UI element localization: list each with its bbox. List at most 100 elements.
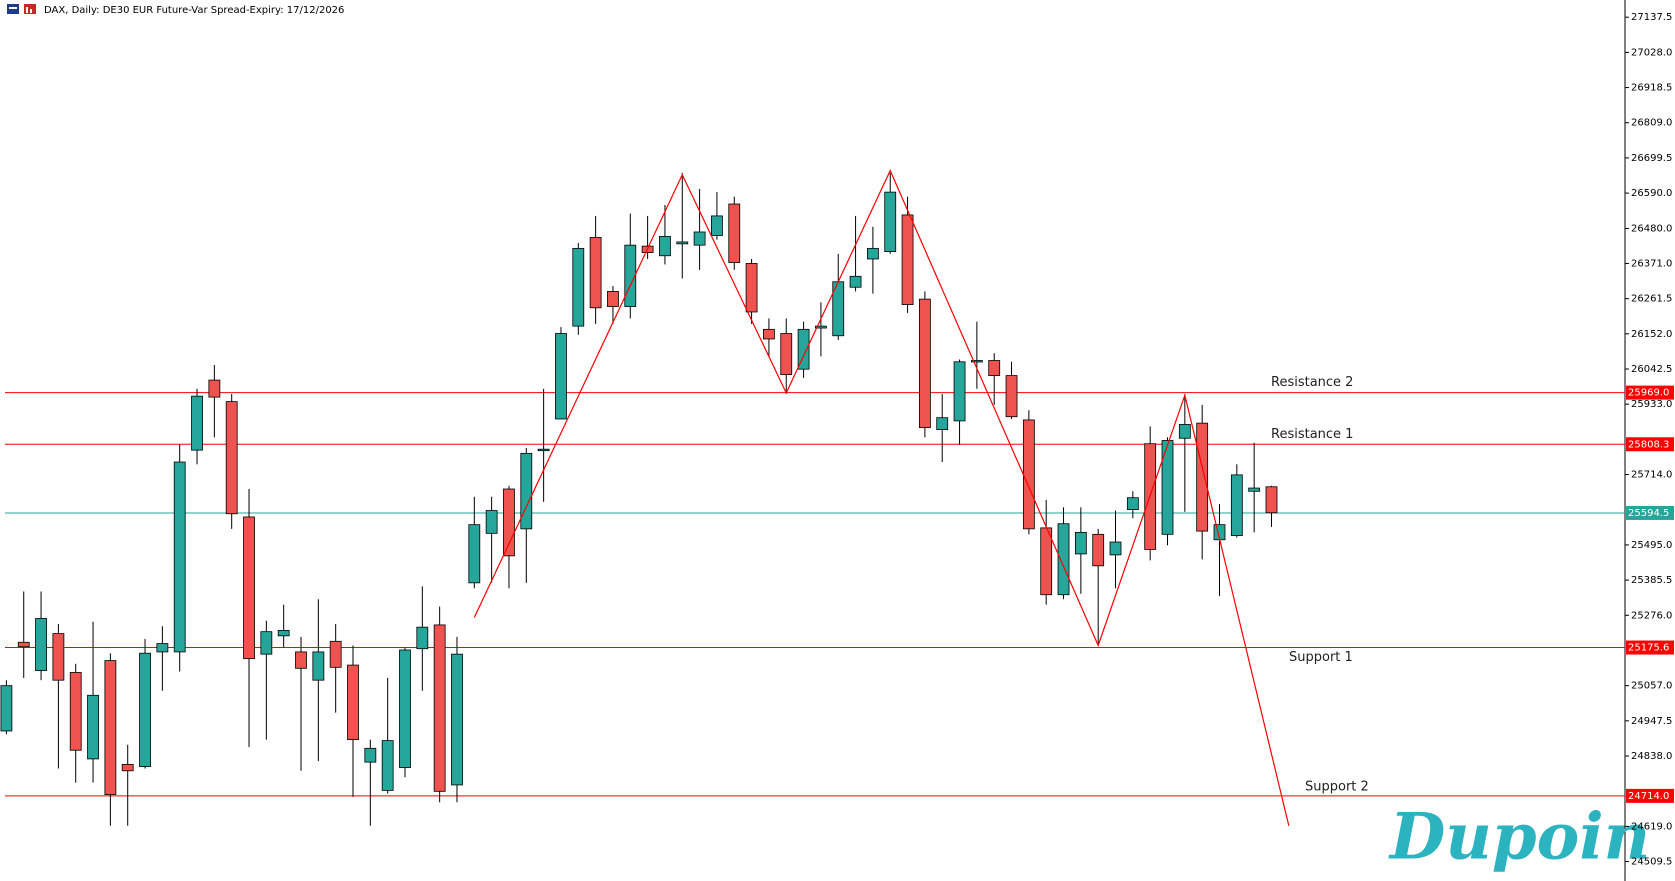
candle-body [156,643,169,653]
y-tick-label: 27137.5 [1631,12,1672,23]
level-price-box [1626,385,1674,400]
candle-body [711,215,723,236]
candle-body [659,236,671,257]
icon [9,7,17,9]
y-tick-label: 25385.5 [1631,575,1672,586]
level-name: Support 1 [1289,650,1353,665]
y-tick-label: 26480.0 [1631,223,1672,234]
candle-body [849,275,862,288]
y-tick-label: 24619.0 [1631,821,1672,832]
candle-body [745,263,758,313]
candle-body [451,653,463,786]
y-tick-label: 26809.0 [1631,118,1672,129]
candle-body [1178,424,1191,439]
level-price-label: 25808.3 [1628,439,1669,450]
y-tick-label: 26371.0 [1631,258,1672,269]
candle-body [468,524,481,584]
candle-body [1057,523,1070,596]
level-price-box [1626,437,1674,452]
level-price-label: 25594.5 [1628,508,1669,519]
candle-body [763,328,775,340]
y-tick-label: 25933.0 [1631,399,1672,410]
candle-body [191,395,203,451]
candle-body [35,618,47,671]
candle-body [329,640,342,668]
level-price-box [1626,788,1674,803]
y-tick-label: 27028.0 [1631,47,1672,58]
candle-body [17,641,30,648]
y-tick-label: 24838.0 [1631,751,1672,762]
candle-body [780,333,793,376]
candle-body [624,244,637,307]
candle-body [364,747,377,763]
candle-body [69,672,82,751]
candle-body [918,298,931,429]
candle-body [953,361,966,422]
icon [30,9,32,13]
y-tick-label: 25057.0 [1631,681,1672,692]
y-tick-label: 26918.5 [1631,83,1672,94]
candle-body [520,452,533,530]
level-price-box [1626,505,1674,520]
y-tick-label: 25495.0 [1631,540,1672,551]
y-tick-label: 26590.0 [1631,188,1672,199]
candle-body [555,333,567,420]
candle-body [381,740,394,791]
candle-body [589,237,602,309]
candle-body [485,510,498,534]
y-tick-label: 25276.0 [1631,610,1672,621]
candle-body [1022,419,1035,530]
candle-body [884,191,897,252]
y-tick-label: 26699.5 [1631,153,1672,164]
candle-body [139,652,151,768]
chart-title: DAX, Daily: DE30 EUR Future-Var Spread-E… [44,5,344,16]
candle-body [277,629,290,637]
candle-body [503,488,515,557]
candle-body [1074,531,1087,555]
candle-body [607,291,619,307]
candle-body [936,417,949,430]
level-name: Resistance 2 [1271,375,1353,390]
candle-body [416,626,429,650]
y-tick-label: 24947.5 [1631,716,1672,727]
candle-body [347,664,359,741]
candle-body [104,660,117,795]
candle-body [728,203,741,263]
candle-body [295,651,307,669]
candle-body [1265,486,1278,514]
candle-body [173,461,186,653]
candle-body [1161,440,1174,535]
candle-body [901,214,914,305]
candle-body [988,360,1001,376]
candle-body [312,651,325,681]
level-name: Support 2 [1305,779,1369,794]
candle-body [1196,422,1209,532]
candle-body [1248,487,1261,492]
level-price-label: 25175.6 [1628,643,1669,654]
candle-body [243,516,255,660]
zigzag-line [473,169,1290,826]
candle-body [1126,497,1139,510]
y-tick-label: 26152.0 [1631,329,1672,340]
candle-body [797,328,810,370]
candle-body [815,325,827,329]
y-tick-label: 26042.5 [1631,364,1672,375]
level-price-label: 24714.0 [1628,791,1669,802]
level-price-label: 25969.0 [1628,388,1669,399]
candle-body [970,360,983,363]
candle-body [260,631,273,655]
icon [26,7,28,13]
level-name: Resistance 1 [1271,427,1353,442]
candle-body [572,247,585,327]
candle-body [225,401,238,515]
candle-body [1040,527,1053,596]
y-tick-label: 24509.5 [1631,857,1672,868]
candle-body [433,624,446,792]
candle-body [1109,541,1122,556]
candle-body [52,633,65,681]
candle-body [87,694,99,760]
candle-body [1005,375,1018,418]
